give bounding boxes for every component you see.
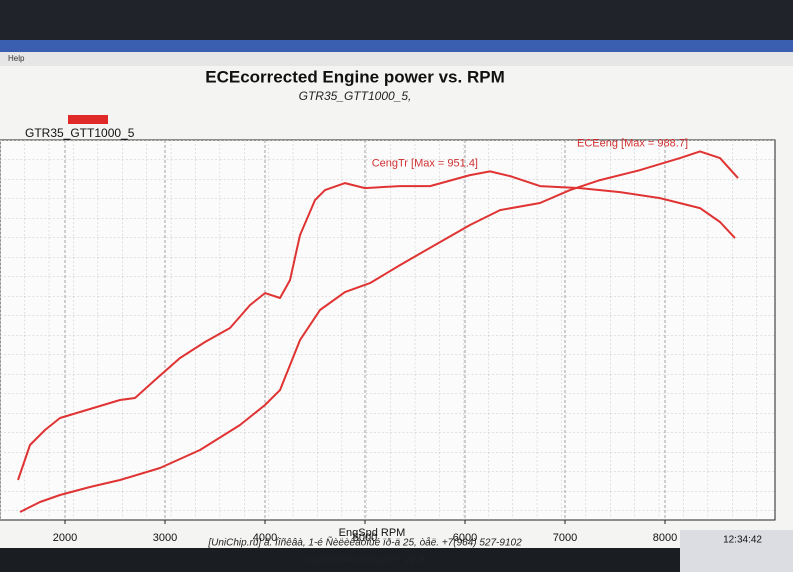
- x-tick-label: 5000: [353, 532, 377, 544]
- menu-bar: [0, 52, 793, 66]
- annotation: ECEeng [Max = 988.7]: [577, 137, 688, 149]
- footer-line: SuperFlow WinDyn™ V2.8: [306, 555, 425, 566]
- x-tick-label: 6000: [453, 532, 477, 544]
- annotation: CengTr [Max = 951.4]: [372, 157, 478, 169]
- x-tick-label: 8000: [653, 532, 677, 544]
- data-line: [19, 150, 739, 513]
- legend-swatch: [68, 115, 108, 124]
- x-tick-label: 7000: [553, 532, 577, 544]
- x-axis-label: EngSpd RPM: [339, 527, 406, 539]
- minor-grid: [0, 140, 775, 520]
- menu-item[interactable]: Help: [8, 54, 25, 63]
- window-titlebar: [0, 40, 793, 52]
- x-tick-label: 4000: [253, 532, 277, 544]
- x-tick-label: 2000: [53, 532, 77, 544]
- footer-line: [UniChip.ru] ã. Ïîñêâà, 1-é Ñèëèêàòíûé ï…: [207, 536, 522, 549]
- chart-title: ECEcorrected Engine power vs. RPM: [205, 67, 504, 86]
- x-tick-label: 3000: [153, 532, 177, 544]
- legend-label: GTR35_GTT1000_5: [25, 126, 135, 140]
- clock: 12:34:42: [723, 535, 762, 546]
- data-line: [17, 170, 736, 481]
- chart-subtitle: GTR35_GTT1000_5,: [299, 89, 412, 103]
- monitor-bezel: [0, 0, 793, 42]
- plot: 2000 3000 4000 5000 6000 7000 8000 CengTr [Max …: [17, 137, 739, 544]
- taskbar-tray: [680, 530, 793, 572]
